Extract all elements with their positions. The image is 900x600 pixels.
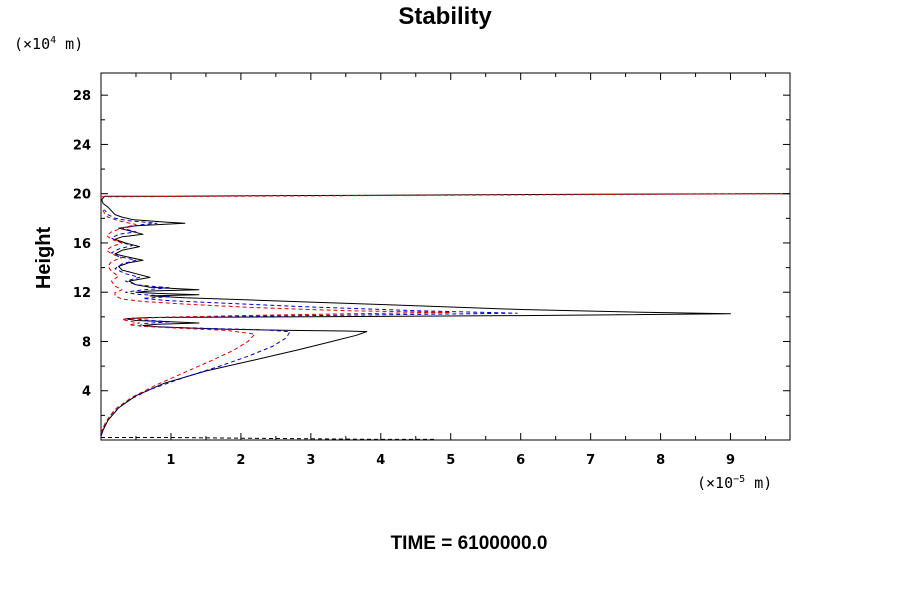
y-tick-label: 12 bbox=[73, 286, 91, 301]
y-tick-label: 24 bbox=[73, 138, 91, 153]
x-tick-label: 7 bbox=[586, 453, 595, 468]
y-axis-unit: (×104 m) bbox=[14, 35, 83, 53]
series-blue-line bbox=[100, 209, 518, 434]
plot-border bbox=[100, 72, 791, 441]
x-tick-label: 9 bbox=[726, 453, 735, 468]
y-tick-label: 8 bbox=[82, 335, 91, 350]
time-footer: TIME = 6100000.0 bbox=[391, 533, 548, 554]
x-tick-label: 1 bbox=[166, 453, 175, 468]
x-tick-label: 5 bbox=[446, 453, 455, 468]
chart-title: Stability bbox=[398, 3, 492, 30]
y-axis-label: Height bbox=[33, 227, 55, 290]
y-tick-label: 16 bbox=[73, 237, 91, 252]
series-red-top-boundary-line bbox=[100, 193, 791, 198]
series-bottom-boundary-line bbox=[101, 437, 437, 440]
y-tick-label: 20 bbox=[73, 188, 91, 203]
x-axis-unit: (×10−5 m) bbox=[697, 474, 772, 492]
x-tick-label: 2 bbox=[236, 453, 245, 468]
x-tick-label: 8 bbox=[656, 453, 665, 468]
series-layer bbox=[100, 193, 791, 440]
series-black-line bbox=[100, 193, 791, 437]
x-tick-label: 6 bbox=[516, 453, 525, 468]
x-tick-label: 3 bbox=[306, 453, 315, 468]
x-tick-label: 4 bbox=[376, 453, 385, 468]
series-red-line bbox=[100, 208, 452, 433]
plot-frame bbox=[100, 72, 791, 441]
y-tick-label: 28 bbox=[73, 89, 91, 104]
y-tick-label: 4 bbox=[82, 385, 91, 400]
